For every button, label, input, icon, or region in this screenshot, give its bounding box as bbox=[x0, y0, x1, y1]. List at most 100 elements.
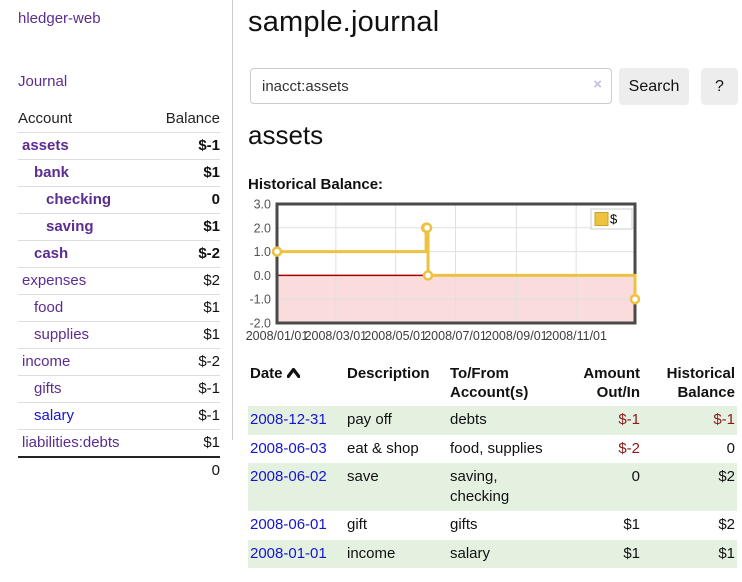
sidebar-account-link[interactable]: salary bbox=[34, 407, 75, 424]
txn-description-cell: income bbox=[347, 544, 396, 562]
transaction-row[interactable]: 2008-06-02 save saving, checking 0 $2 bbox=[248, 462, 737, 512]
account-balance: $2 bbox=[149, 267, 220, 295]
account-row: income $-2 bbox=[18, 348, 220, 376]
sidebar: hledger-web Journal Account Balance asse… bbox=[0, 0, 233, 483]
account-row: supplies $1 bbox=[18, 321, 220, 349]
transaction-date-link[interactable]: 2008-12-31 bbox=[250, 411, 327, 429]
txn-amount-cell: $-1 bbox=[618, 411, 640, 429]
transaction-row[interactable]: 2008-06-01 gift gifts $1 $2 bbox=[248, 511, 737, 539]
transaction-row[interactable]: 2008-01-01 income salary $1 $1 bbox=[248, 539, 737, 568]
page-title: sample.journal bbox=[248, 6, 440, 38]
sidebar-account-link[interactable]: cash bbox=[34, 245, 69, 262]
sidebar-account-link[interactable]: bank bbox=[34, 164, 70, 181]
transactions-header-row: Date Description To/From Account(s) Amount Ou… bbox=[248, 360, 737, 406]
account-name-cell: gifts bbox=[18, 375, 150, 403]
svg-text:-2.0: -2.0 bbox=[249, 317, 271, 331]
txn-col-header: Amount Out/In bbox=[583, 365, 640, 402]
txn-accounts-cell: gifts bbox=[450, 516, 478, 534]
account-row: gifts $-1 bbox=[18, 375, 220, 403]
transaction-row[interactable]: 2008-06-03 eat & shop food, supplies $-2 0 bbox=[248, 435, 737, 463]
accounts-total-value: 0 bbox=[149, 456, 220, 483]
svg-text:2008/09/01: 2008/09/01 bbox=[485, 329, 548, 343]
txn-description-cell: save bbox=[347, 467, 379, 485]
account-balance: $-2 bbox=[149, 348, 220, 376]
txn-amount-cell: $1 bbox=[623, 544, 640, 562]
transaction-date-link[interactable]: 2008-06-01 bbox=[250, 516, 327, 534]
account-row: cash $-2 bbox=[18, 240, 220, 268]
transaction-date-link[interactable]: 2008-06-02 bbox=[250, 467, 327, 485]
account-balance: $1 bbox=[149, 321, 220, 349]
transaction-row[interactable]: 2008-12-31 pay off debts $-1 $-1 bbox=[248, 406, 737, 435]
balance-chart: 3.0 2.0 1.0 0.0 -1.0 -2.0 2008/01/01 2008/03/01… bbox=[246, 198, 738, 348]
account-name-cell: supplies bbox=[18, 321, 150, 349]
txn-description-cell: pay off bbox=[347, 411, 392, 429]
accounts-header-row: Account Balance bbox=[18, 106, 220, 133]
sidebar-account-link[interactable]: income bbox=[22, 353, 71, 370]
account-name-cell: assets bbox=[18, 132, 150, 160]
search-button[interactable]: Search bbox=[619, 68, 689, 105]
account-balance: $1 bbox=[149, 294, 220, 322]
balance-chart-svg: 3.0 2.0 1.0 0.0 -1.0 -2.02008/01/012008/03/01… bbox=[246, 198, 641, 343]
txn-date-cell: 2008-01-01 bbox=[248, 540, 345, 568]
svg-text:2008/03/01: 2008/03/01 bbox=[305, 329, 368, 343]
account-balance: $1 bbox=[203, 434, 220, 451]
account-heading: assets bbox=[248, 120, 324, 150]
account-name-cell: liabilities:debts bbox=[18, 430, 150, 458]
txn-balance-cell: $2 bbox=[718, 467, 735, 485]
account-balance: $1 bbox=[149, 213, 220, 241]
txn-date-cell: 2008-06-02 bbox=[248, 463, 345, 512]
help-button[interactable]: ? bbox=[701, 68, 738, 105]
account-name-cell: cash bbox=[18, 240, 150, 268]
svg-text:1.0: 1.0 bbox=[254, 245, 271, 259]
account-row: expenses $2 bbox=[18, 267, 220, 295]
accounts-total-row: 0 bbox=[18, 456, 220, 483]
account-name-cell: checking bbox=[18, 186, 150, 214]
accounts-total-spacer bbox=[18, 456, 150, 483]
txn-accounts-cell: debts bbox=[450, 411, 487, 429]
account-balance: $-2 bbox=[149, 240, 220, 268]
sort-asc-icon bbox=[286, 364, 300, 383]
account-row: liabilities:debts $1 bbox=[18, 430, 220, 458]
sidebar-account-link[interactable]: gifts bbox=[34, 380, 62, 397]
account-balance: $-1 bbox=[149, 402, 220, 430]
account-row: bank $1 bbox=[18, 159, 220, 187]
txn-amount-cell: $1 bbox=[623, 516, 640, 534]
account-name-cell: expenses bbox=[18, 267, 150, 295]
txn-description-cell: gift bbox=[347, 516, 368, 534]
txn-amount-cell: 0 bbox=[631, 467, 640, 485]
search-input-wrap: × bbox=[250, 68, 612, 104]
txn-balance-cell: $-1 bbox=[713, 411, 735, 429]
svg-text:$: $ bbox=[610, 212, 618, 227]
txn-accounts-cell: saving, checking bbox=[450, 467, 510, 506]
accounts-header-account: Account bbox=[18, 106, 150, 133]
svg-text:2.0: 2.0 bbox=[254, 221, 271, 235]
nav-journal-link[interactable]: Journal bbox=[18, 73, 68, 90]
sidebar-account-link[interactable]: expenses bbox=[22, 272, 87, 289]
clear-search-icon[interactable]: × bbox=[593, 76, 602, 93]
brand-link[interactable]: hledger-web bbox=[18, 10, 101, 27]
sidebar-account-link[interactable]: food bbox=[34, 299, 64, 316]
transaction-date-link[interactable]: 2008-01-01 bbox=[250, 544, 327, 562]
txn-accounts-cell: salary bbox=[450, 544, 491, 562]
sidebar-account-link[interactable]: supplies bbox=[34, 326, 90, 343]
txn-balance-cell: $1 bbox=[718, 544, 735, 562]
transaction-date-link[interactable]: 2008-06-03 bbox=[250, 439, 327, 457]
svg-text:0.0: 0.0 bbox=[254, 269, 271, 283]
svg-text:-1.0: -1.0 bbox=[249, 293, 271, 307]
sidebar-account-link[interactable]: assets bbox=[22, 137, 69, 154]
txn-col-header[interactable]: Date bbox=[248, 360, 345, 406]
txn-balance-cell: $2 bbox=[718, 516, 735, 534]
search-bar: × Search ? bbox=[250, 68, 738, 106]
account-row: assets $-1 bbox=[18, 132, 220, 160]
transactions-table: Date Description To/From Account(s) Amount Ou… bbox=[248, 360, 737, 568]
sidebar-account-link[interactable]: saving bbox=[46, 218, 94, 235]
svg-text:2008/07/01: 2008/07/01 bbox=[424, 329, 487, 343]
sidebar-account-link[interactable]: checking bbox=[46, 191, 112, 208]
sidebar-account-link[interactable]: liabilities:debts bbox=[22, 434, 120, 451]
account-balance: $-1 bbox=[149, 132, 220, 160]
account-row: saving $1 bbox=[18, 213, 220, 241]
account-name-cell: food bbox=[18, 294, 150, 322]
account-row: checking 0 bbox=[18, 186, 220, 214]
txn-balance-cell: 0 bbox=[726, 439, 735, 457]
search-input[interactable] bbox=[250, 68, 612, 104]
